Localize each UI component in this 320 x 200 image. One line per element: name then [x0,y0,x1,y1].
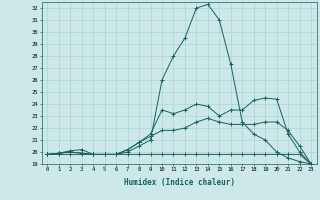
X-axis label: Humidex (Indice chaleur): Humidex (Indice chaleur) [124,178,235,187]
